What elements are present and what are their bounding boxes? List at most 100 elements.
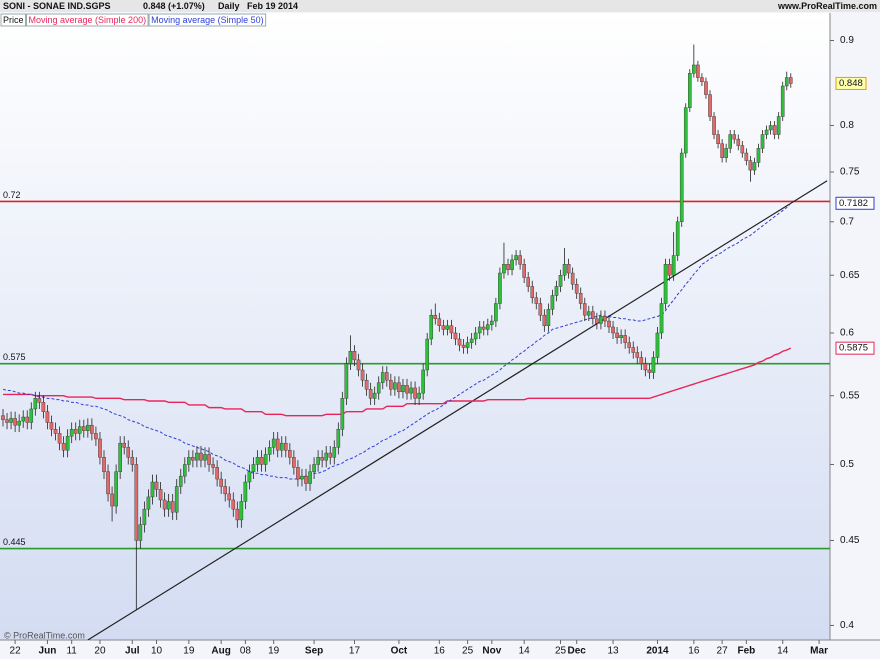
candle-body [405,385,409,394]
price-label: 0.848 [839,78,863,89]
price-box [835,76,867,90]
x-tick-label: 25 [555,646,567,657]
candle-body [389,379,393,390]
candle-body [150,481,155,498]
candle-body [364,379,369,390]
plot [0,44,830,640]
candle-body [300,475,304,480]
candle-body [780,85,785,117]
x-tick-label: 08 [240,646,252,657]
candle-body [118,442,122,472]
candle-body [235,508,240,521]
candle-body [360,369,365,381]
moving-average-line [2,202,792,480]
candle-body [574,283,579,294]
x-tick-label: Nov [482,646,501,657]
candle-body [191,457,195,461]
candle-body [247,471,252,483]
candle-body [490,320,494,325]
x-tick-label: 2014 [646,646,669,657]
candle-body [542,314,547,326]
x-tick-label: 14 [777,646,789,657]
candle-body [667,264,672,276]
candle-body [162,499,167,510]
candle-body [550,295,555,310]
candle-body [457,338,462,346]
candle-body [255,457,260,465]
y-tick-label: 0.6 [840,328,854,339]
candle-body [675,221,680,256]
candle-body [376,382,381,394]
candle-body [352,351,357,361]
candle-body [37,398,42,403]
candle-body [486,324,490,330]
candle-body [619,335,623,338]
candle-body [437,318,442,326]
candle-body [243,481,248,502]
x-tick-label: Mar [810,646,828,657]
candle-body [688,73,692,108]
candle-body [231,499,236,510]
candle-body [106,471,110,495]
candle-body [259,457,264,465]
candle-body [570,272,575,285]
candle-body [566,264,571,274]
candle-body [304,475,308,484]
candle-body [134,464,139,541]
candle-body [126,447,131,458]
ma-value-box [835,196,875,210]
candle-body [461,344,466,348]
candle-body [122,442,126,448]
x-tick-label: Jul [125,646,140,657]
legend-label: Moving average (Simple 50) [151,15,264,25]
x-tick-label: 16 [434,646,446,657]
candle-body [663,264,668,304]
candle-body [288,449,292,458]
candle-body [158,489,163,501]
candle-body [429,314,434,340]
candle-body [1,415,5,420]
candle-body [578,293,583,304]
candle-body [587,311,591,316]
x-tick-label: 19 [183,646,195,657]
candle-body [13,418,17,426]
x-tick-label: 19 [268,646,280,657]
candle-body [595,318,599,324]
candle-body [138,524,143,541]
candle-body [397,382,401,393]
candle-body [154,481,159,490]
candle-body [372,392,377,399]
candle-body [45,411,50,423]
candle-body [692,64,696,74]
candle-body [49,422,54,430]
y-tick-label: 0.65 [840,270,860,281]
candle-body [679,152,684,222]
candle-body [465,342,470,348]
candle-body [292,457,296,468]
candle-body [473,332,478,340]
candle-body [203,454,207,461]
y-tick-label: 0.9 [840,35,854,46]
candle-body [546,309,551,326]
candle-body [607,320,611,328]
candle-body [336,429,341,448]
ma-value-label: 0.5875 [839,343,868,354]
candle-body [340,398,345,430]
candle-body [716,134,720,144]
candle-body [110,493,114,507]
candle-body [385,372,389,381]
x-tick-label: 17 [349,646,361,657]
candle-body [635,352,640,358]
candle-body [704,81,708,95]
candle-body [409,387,413,394]
candle-body [631,347,636,353]
x-tick-label: 14 [519,646,531,657]
candle-body [182,464,187,477]
candle-body [308,471,312,484]
candle-body [170,501,175,513]
source: www.ProRealTime.com [777,1,877,11]
candle-body [73,429,78,434]
candle-body [9,418,13,423]
candle-body [562,264,567,276]
candle-body [393,382,397,390]
